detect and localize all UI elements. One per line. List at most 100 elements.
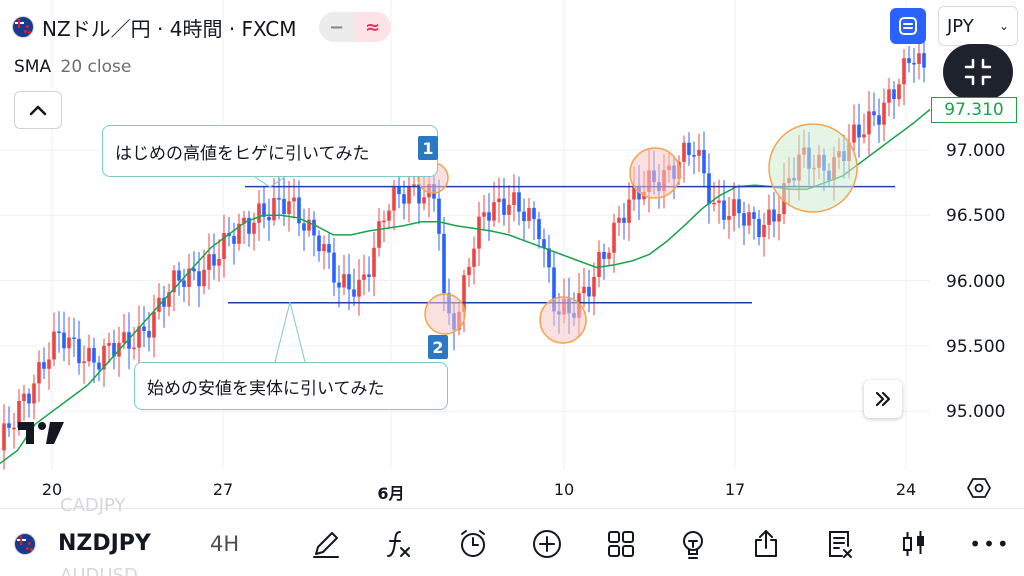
callout-pointer-top (254, 176, 286, 188)
sma-name: SMA (14, 57, 52, 77)
candle-body (922, 53, 926, 68)
share-button[interactable] (748, 526, 784, 562)
candle-body (122, 332, 126, 343)
candle-body (282, 198, 286, 214)
candle-body (307, 219, 311, 231)
candle-body (482, 212, 486, 217)
candle-body (242, 217, 246, 224)
candle-body (422, 197, 426, 204)
candle-body (127, 332, 131, 349)
exit-fullscreen-button[interactable] (943, 44, 1013, 100)
candle-body (417, 184, 421, 204)
candle-body (162, 297, 166, 307)
candle-body (327, 244, 331, 253)
chart-settings-button[interactable] (965, 476, 993, 500)
add-button[interactable] (529, 526, 565, 562)
candle-body (692, 155, 696, 157)
candle-body (712, 202, 716, 205)
candle-body (257, 203, 261, 223)
wave-button[interactable]: ≈ (354, 12, 391, 42)
currency-select[interactable]: JPY ⌄ (938, 6, 1018, 46)
chevron-up-icon (29, 105, 47, 116)
sync-toggle-button[interactable] (890, 8, 926, 44)
layout-button[interactable] (603, 526, 639, 562)
candle-body (732, 199, 736, 216)
indicators-button[interactable] (380, 526, 416, 562)
alert-icon (461, 530, 485, 557)
candle-body (292, 197, 296, 202)
candle-body (407, 185, 411, 204)
report-icon (829, 531, 852, 558)
candle-body (287, 201, 291, 214)
ideas-button[interactable] (675, 526, 711, 562)
candle-body (682, 142, 686, 162)
add-icon (533, 530, 561, 558)
sma-params: 20 close (60, 57, 132, 77)
report-button[interactable] (822, 526, 858, 562)
candle-body (387, 210, 391, 221)
candle-body (2, 423, 6, 451)
candle-body (852, 124, 856, 143)
candle-body (212, 254, 216, 266)
chart-type-button[interactable] (896, 526, 932, 562)
candle-body (207, 254, 211, 270)
candle-body (167, 292, 171, 307)
candle-body (47, 359, 51, 369)
interval-button[interactable]: 4H (210, 532, 240, 556)
symbol-title[interactable]: NZドル／円 · 4時間 · FXCM (42, 16, 297, 41)
candle-body (907, 58, 911, 63)
candle-body (342, 274, 346, 288)
candle-body (267, 216, 271, 221)
candle-body (597, 251, 601, 277)
minus-button[interactable]: − (318, 12, 355, 42)
alert-button[interactable] (455, 526, 491, 562)
candle-body (337, 282, 341, 288)
candle-body (542, 239, 546, 249)
ghost-symbol-above: CADJPY (60, 495, 126, 516)
breakout-circle (768, 123, 858, 213)
candle-body (477, 216, 481, 249)
candle-body (247, 217, 251, 234)
candle-body (912, 62, 916, 65)
annotation-callout-top[interactable]: はじめの高値をヒゲに引いてみた (102, 125, 438, 177)
candle-body (192, 268, 196, 272)
candle-body (217, 258, 221, 266)
candle-body (627, 199, 631, 223)
candle-body (882, 102, 886, 125)
indicators-icon (387, 531, 410, 557)
touch-circle (424, 293, 466, 335)
more-icon[interactable]: ••• (969, 532, 1011, 556)
collapse-legend-button[interactable] (14, 91, 62, 129)
time-label: 6月 (377, 484, 405, 503)
candle-body (42, 362, 46, 369)
candle-body (377, 221, 381, 248)
candle-body (87, 347, 91, 362)
candle-body (632, 185, 636, 200)
sma-legend[interactable]: SMA 20 close (14, 57, 131, 77)
candle-body (487, 212, 491, 221)
candle-body (62, 332, 66, 349)
candle-body (132, 347, 136, 350)
scroll-to-realtime-button[interactable] (864, 380, 902, 418)
currency-value: JPY (947, 15, 974, 37)
candle-body (32, 383, 36, 404)
candle-body (12, 427, 16, 430)
candle-body (532, 207, 536, 220)
candle-body (462, 275, 466, 312)
candle-body (382, 220, 386, 223)
candle-body (777, 214, 781, 222)
candle-body (22, 393, 26, 401)
chart-area[interactable]: NZドル／円 · 4時間 · FXCM − ≈ SMA 20 close JPY… (0, 0, 1024, 505)
annotation-callout-bottom[interactable]: 始めの安値を実体に引いてみた (134, 362, 448, 410)
candle-body (252, 222, 256, 234)
candle-body (72, 337, 76, 340)
draw-button[interactable] (308, 526, 344, 562)
time-label: 20 (41, 480, 63, 499)
candle-body (102, 345, 106, 370)
symbol-button[interactable]: NZDJPY (58, 531, 151, 556)
candle-body (747, 212, 751, 226)
chevron-down-icon: ⌄ (998, 19, 1009, 33)
candle-body (492, 202, 496, 221)
candle-body (222, 232, 226, 259)
price-chart[interactable] (0, 0, 930, 470)
